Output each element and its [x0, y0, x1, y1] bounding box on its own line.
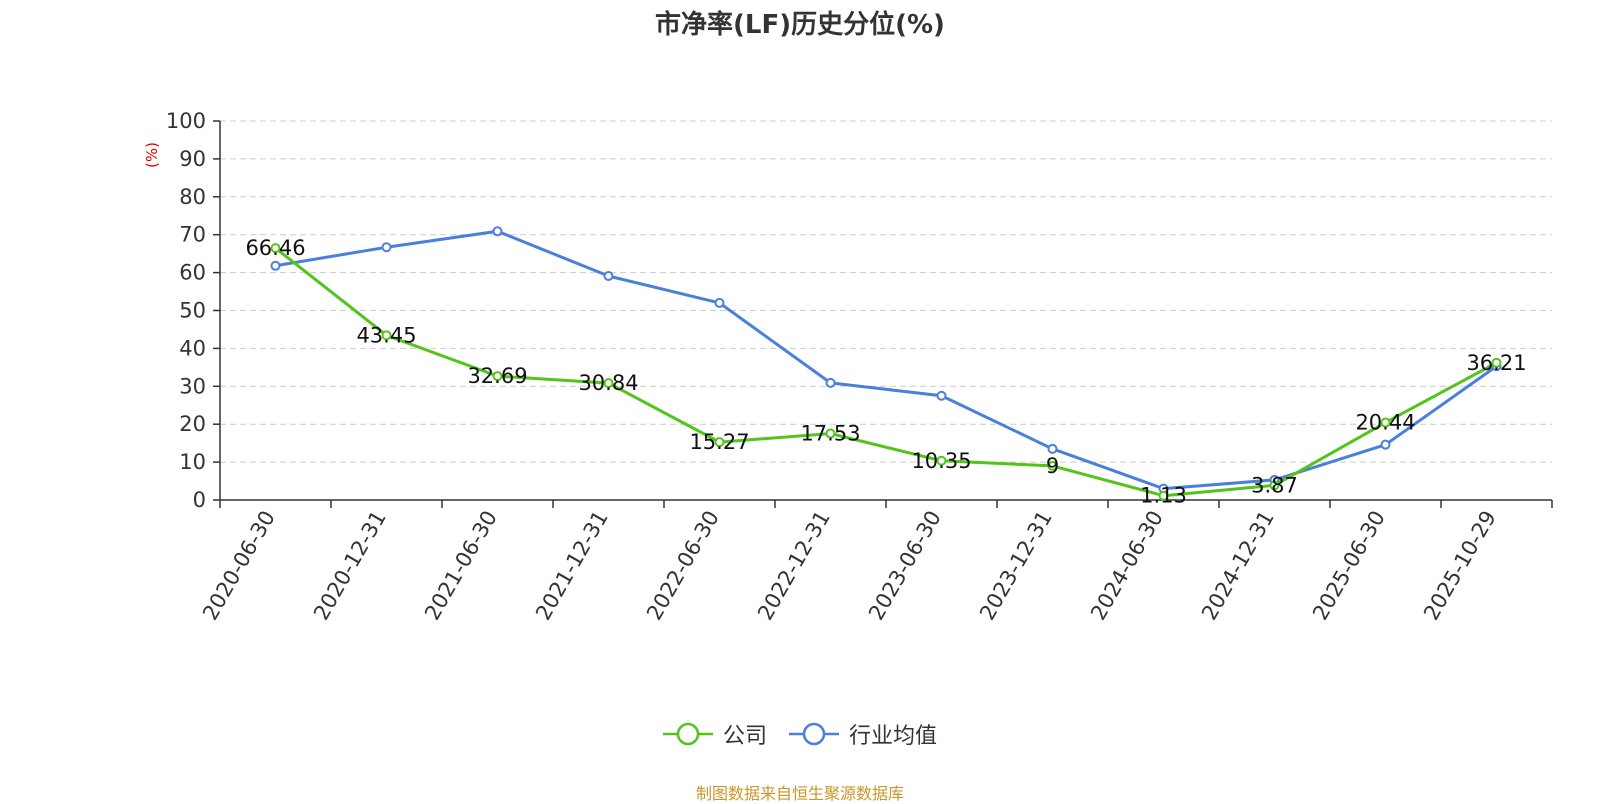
y-tick-label: 0: [193, 488, 206, 512]
y-axis-label: (%): [143, 142, 161, 168]
series-line-industry-average: [275, 229, 1498, 491]
x-tick-label: 2024-12-31: [1197, 507, 1279, 625]
legend-line-circle-icon: [662, 722, 713, 746]
data-label: 66.46: [245, 236, 305, 260]
legend-item-industry-average[interactable]: 行业均值: [789, 718, 937, 750]
x-tick-label: 2021-12-31: [531, 507, 613, 625]
data-point-industry-average: [825, 377, 836, 388]
data-point-company: [1047, 460, 1058, 471]
y-tick-label: 40: [179, 336, 206, 360]
y-tick-label: 80: [179, 185, 206, 209]
x-tick-label: 2022-06-30: [642, 507, 724, 625]
data-point-company: [1158, 490, 1169, 501]
data-point-industry-average: [1380, 439, 1391, 450]
legend-line-circle-icon: [789, 722, 839, 746]
data-point-industry-average: [1047, 443, 1058, 454]
data-point-company: [1491, 357, 1502, 368]
data-label: 9: [1046, 454, 1059, 478]
chart-title: 市净率(LF)历史分位(%): [655, 10, 945, 40]
series-line-company: [274, 246, 1498, 498]
x-tick-label: 2021-06-30: [420, 507, 502, 625]
data-source-note: 制图数据来自恒生聚源数据库: [695, 784, 904, 803]
y-tick-label: 50: [179, 299, 206, 323]
data-point-industry-average: [714, 297, 725, 308]
data-point-industry-average: [270, 260, 281, 271]
x-tick-label: 2025-10-29: [1419, 507, 1501, 625]
data-point-company: [381, 330, 392, 341]
x-tick-label: 2020-06-30: [198, 507, 280, 625]
data-point-company: [936, 455, 947, 466]
legend-label: 公司: [722, 724, 767, 749]
y-tick-label: 90: [179, 147, 206, 171]
data-label: 10.35: [911, 449, 971, 473]
data-point-industry-average: [492, 226, 503, 237]
legend-label: 行业均值: [849, 724, 938, 749]
data-point-company: [492, 371, 503, 382]
data-point-industry-average: [936, 390, 947, 401]
y-tick-label: 60: [179, 261, 206, 285]
y-tick-label: 70: [179, 223, 206, 247]
y-tick-label: 30: [179, 374, 206, 398]
y-tick-label: 10: [179, 450, 206, 474]
data-label: 36.21: [1466, 351, 1526, 375]
data-label: 20.44: [1355, 411, 1415, 435]
data-point-company: [1269, 480, 1280, 491]
legend: 公司 行业均值: [0, 718, 1600, 750]
data-point-company: [603, 378, 614, 389]
x-tick-label: 2022-12-31: [753, 507, 835, 625]
x-tick-label: 2024-06-30: [1086, 507, 1168, 625]
data-point-company: [270, 243, 281, 254]
data-point-company: [714, 437, 725, 448]
data-point-industry-average: [381, 242, 392, 253]
data-label: 30.84: [578, 371, 638, 395]
x-tick-label: 2025-06-30: [1308, 507, 1390, 625]
y-tick-label: 20: [179, 412, 206, 436]
data-label: 3.87: [1251, 473, 1298, 497]
y-tick-label: 100: [166, 109, 206, 133]
data-label: 17.53: [800, 422, 860, 446]
data-label: 32.69: [467, 364, 527, 388]
x-tick-label: 2023-06-30: [864, 507, 946, 625]
data-point-industry-average: [603, 271, 614, 282]
x-tick-label: 2020-12-31: [309, 507, 391, 625]
data-point-company: [825, 428, 836, 439]
data-label: 15.27: [689, 430, 749, 454]
data-point-company: [1380, 417, 1391, 428]
data-label: 1.13: [1140, 484, 1187, 508]
x-tick-label: 2023-12-31: [975, 507, 1057, 625]
legend-item-company[interactable]: 公司: [662, 718, 767, 750]
data-label: 43.45: [356, 323, 416, 347]
